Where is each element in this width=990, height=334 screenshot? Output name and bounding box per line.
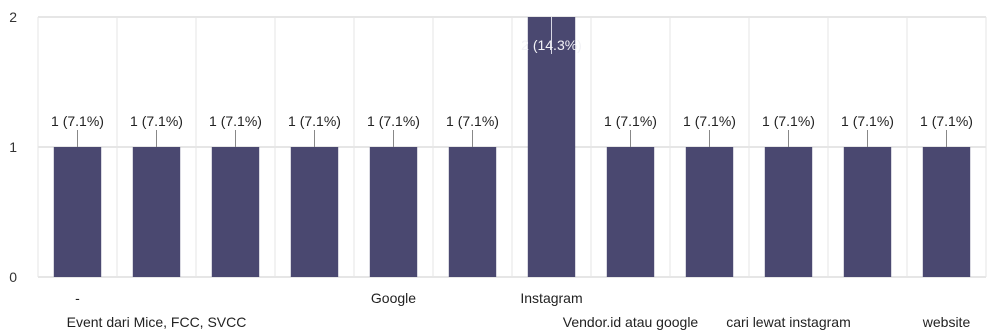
data-label: 1 (7.1%): [367, 113, 420, 129]
bar: [843, 147, 892, 277]
data-label: 1 (7.1%): [841, 113, 894, 129]
data-label: 1 (7.1%): [920, 113, 973, 129]
x-tick-label: cari lewat instagram: [726, 314, 851, 330]
x-tick-label: -: [75, 290, 80, 306]
y-axis-ticks: 0 1 2: [9, 9, 17, 285]
data-labels: 1 (7.1%) 1 (7.1%) 1 (7.1%) 1 (7.1%) 1 (7.1%)…: [51, 17, 973, 147]
x-tick-label: Event dari Mice, FCC, SVCC: [67, 314, 247, 330]
bars: [53, 17, 971, 277]
bar: [132, 147, 181, 277]
bar: [685, 147, 734, 277]
data-label: 1 (7.1%): [130, 113, 183, 129]
data-label: 1 (7.1%): [51, 113, 104, 129]
y-tick-label: 2: [9, 9, 17, 25]
x-axis-ticks: - Event dari Mice, FCC, SVCC Google Instagr…: [67, 290, 971, 330]
bar: [290, 147, 339, 277]
x-tick-label: website: [922, 314, 971, 330]
x-tick-label: Vendor.id atau google: [563, 314, 699, 330]
x-tick-label: Google: [371, 290, 416, 306]
data-label: 1 (7.1%): [209, 113, 262, 129]
bar: [606, 147, 655, 277]
data-label: 1 (7.1%): [683, 113, 736, 129]
bar: [527, 17, 576, 277]
data-label: 1 (7.1%): [604, 113, 657, 129]
bar: [922, 147, 971, 277]
bar: [448, 147, 497, 277]
bar: [53, 147, 102, 277]
bar: [764, 147, 813, 277]
y-tick-label: 0: [9, 269, 17, 285]
bar: [369, 147, 418, 277]
data-label: 1 (7.1%): [446, 113, 499, 129]
data-label: 1 (7.1%): [288, 113, 341, 129]
gridlines: [37, 16, 987, 278]
data-label: 1 (7.1%): [762, 113, 815, 129]
x-tick-label: Instagram: [520, 290, 582, 306]
bar: [211, 147, 260, 277]
data-label: 2 (14.3%): [521, 37, 582, 53]
y-tick-label: 1: [9, 139, 17, 155]
